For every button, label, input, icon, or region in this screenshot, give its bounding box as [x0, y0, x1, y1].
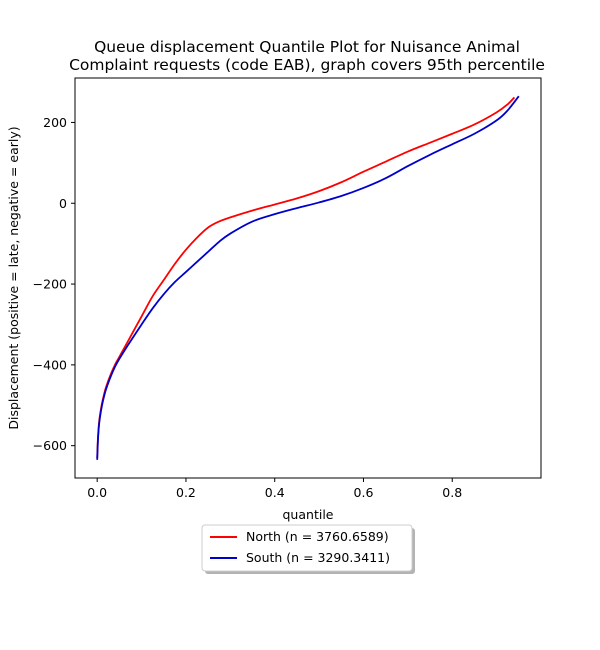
x-tick-label: 0.4 [265, 485, 285, 500]
legend: North (n = 3760.6589) South (n = 3290.34… [201, 524, 415, 574]
x-tick-label: 0.2 [176, 485, 196, 500]
x-tick-label: 0.6 [354, 485, 374, 500]
plot-frame [74, 77, 542, 479]
y-tick-label: −600 [33, 438, 67, 453]
legend-box [201, 524, 413, 572]
chart-title-line-1: Queue displacement Quantile Plot for Nui… [94, 38, 520, 56]
legend-label-south: South (n = 3290.3411) [246, 550, 390, 565]
series-layer [96, 95, 520, 460]
plot-area: 0.0 0.2 0.4 0.6 0.8 −600 −400 −200 0 200 [33, 77, 542, 500]
y-tick-label: 200 [43, 115, 67, 130]
y-axis-ticks: −600 −400 −200 0 200 [33, 115, 75, 453]
x-axis-ticks: 0.0 0.2 0.4 0.6 0.8 [87, 478, 462, 500]
legend-label-north: North (n = 3760.6589) [246, 529, 389, 544]
y-tick-label: 0 [59, 196, 67, 211]
chart-title-line-2: Complaint requests (code EAB), graph cov… [69, 56, 545, 74]
x-tick-label: 0.8 [442, 485, 462, 500]
x-axis-label: quantile [283, 507, 334, 522]
x-tick-label: 0.0 [87, 485, 107, 500]
y-axis-label: Displacement (positive = late, negative … [6, 126, 21, 429]
series-line-south [96, 95, 520, 460]
y-tick-label: −400 [33, 357, 67, 372]
y-tick-label: −200 [33, 277, 67, 292]
